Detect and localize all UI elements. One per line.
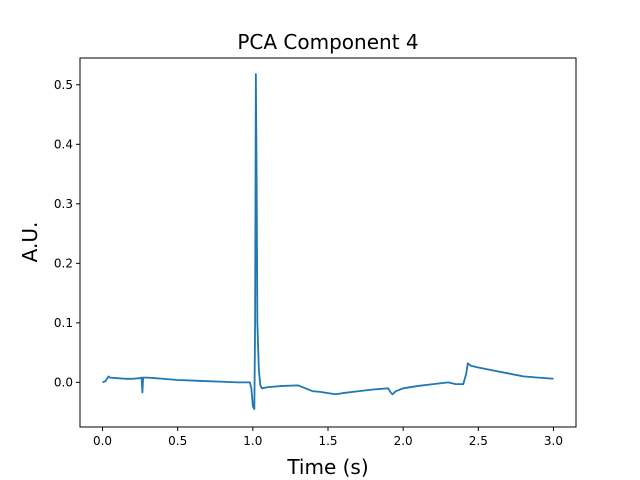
x-tick-label: 2.5 (469, 434, 488, 448)
y-tick-label: 0.4 (54, 137, 73, 151)
y-tick-label: 0.3 (54, 197, 73, 211)
x-axis-ticks: 0.0 0.5 1.0 1.5 2.0 2.5 3.0 (93, 427, 563, 448)
plot-frame (79, 57, 577, 428)
y-tick-label: 0.1 (54, 316, 73, 330)
x-tick-label: 0.0 (93, 434, 112, 448)
y-tick-label: 0.0 (54, 375, 73, 389)
x-tick-label: 0.5 (168, 434, 187, 448)
series-line (102, 73, 554, 411)
x-tick-label: 2.0 (394, 434, 413, 448)
y-tick-label: 0.5 (54, 78, 73, 92)
x-tick-label: 1.0 (243, 434, 262, 448)
x-axis-label: Time (s) (286, 455, 368, 479)
x-tick-label: 1.5 (318, 434, 337, 448)
y-tick-label: 0.2 (54, 256, 73, 270)
y-axis-label: A.U. (18, 222, 42, 263)
x-tick-label: 3.0 (544, 434, 563, 448)
plot-area (80, 58, 576, 427)
chart-title: PCA Component 4 (237, 30, 418, 54)
y-axis-ticks: 0.0 0.1 0.2 0.3 0.4 0.5 (54, 78, 80, 389)
